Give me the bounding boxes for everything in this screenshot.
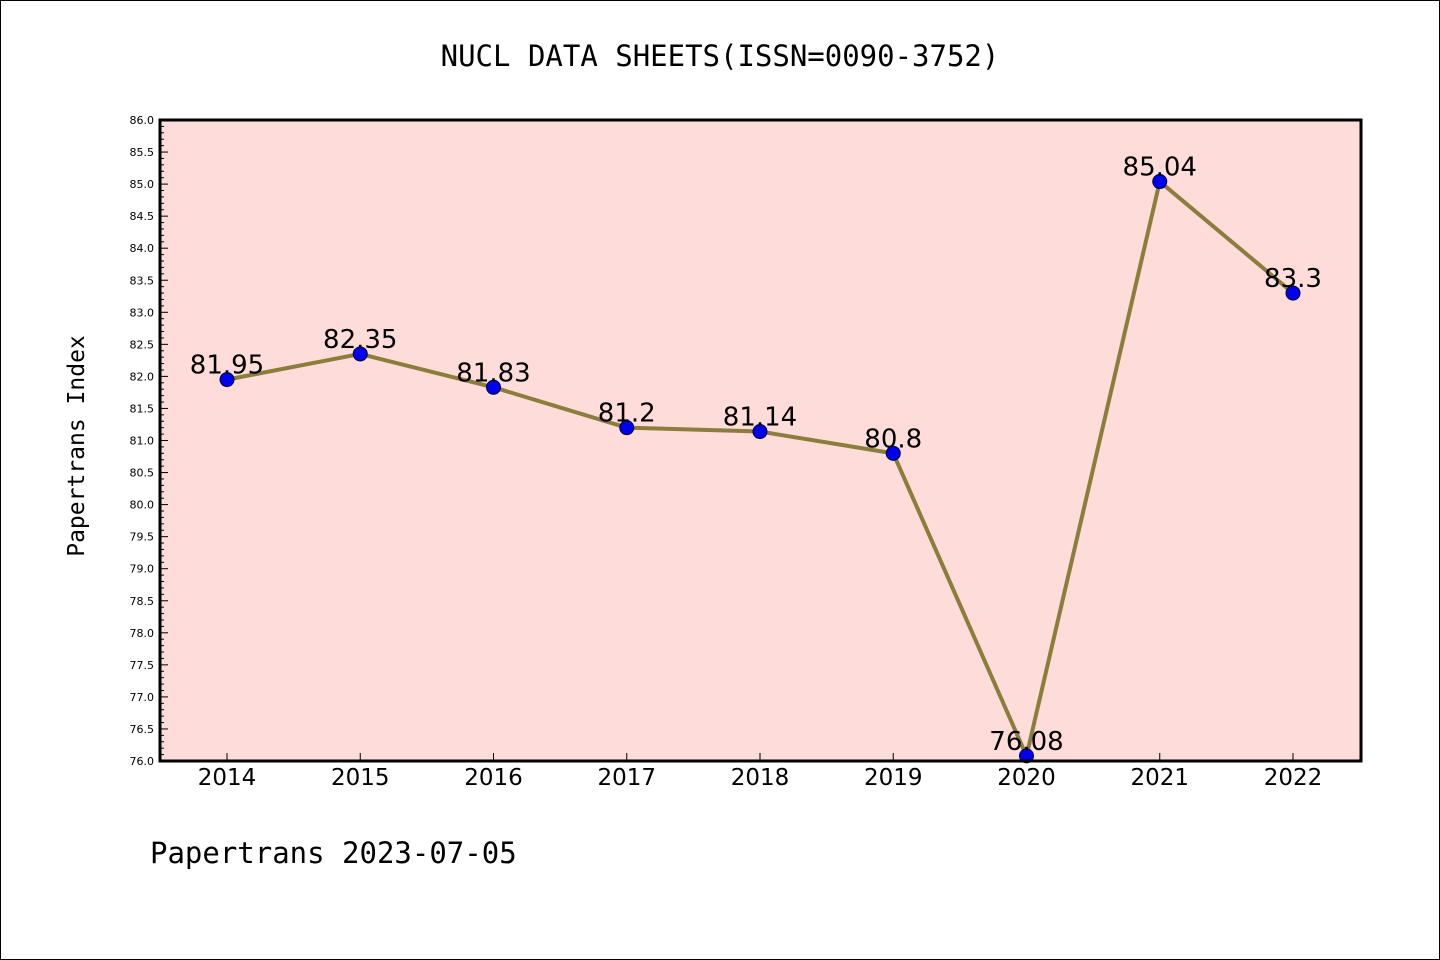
y-tick-label: 80.0: [130, 499, 155, 512]
data-point: [885, 445, 901, 461]
data-label: 81.83: [456, 358, 530, 388]
y-tick-label: 81.0: [130, 435, 155, 448]
y-tick-label: 78.5: [130, 595, 155, 608]
data-label: 76.08: [989, 727, 1063, 757]
y-tick-label: 81.5: [130, 402, 155, 415]
data-label: 81.14: [723, 403, 797, 433]
x-tick-label: 2020: [997, 765, 1056, 791]
x-tick-label: 2022: [1264, 765, 1323, 791]
y-tick-label: 86.0: [130, 114, 155, 127]
data-label: 83.3: [1264, 264, 1322, 294]
data-point: [752, 424, 768, 440]
y-tick-label: 76.0: [130, 755, 155, 768]
x-tick-label: 2021: [1130, 765, 1189, 791]
data-point: [1019, 748, 1034, 764]
y-tick-label: 84.5: [130, 210, 155, 223]
footer-text: Papertrans 2023-07-05: [150, 836, 517, 870]
y-tick-label: 77.0: [130, 691, 155, 704]
y-tick-label: 85.0: [130, 178, 155, 191]
y-tick-label: 83.0: [130, 306, 155, 319]
y-tick-label: 84.0: [130, 242, 155, 255]
x-axis: 2014 2015 2016 2017 2018 2019 2020 2021 2022: [198, 753, 1323, 791]
data-label: 80.8: [864, 424, 922, 454]
data-label: 82.35: [323, 325, 397, 355]
data-label: 81.95: [190, 351, 264, 381]
data-point: [619, 420, 635, 436]
y-tick-label: 85.5: [130, 146, 155, 159]
y-tick-label: 77.5: [130, 659, 155, 672]
data-label: 81.2: [598, 399, 656, 429]
y-tick-label: 80.5: [130, 467, 155, 480]
plot-area: [160, 120, 1361, 761]
x-tick-label: 2017: [597, 765, 656, 791]
chart-title: NUCL DATA SHEETS(ISSN=0090-3752): [441, 39, 1000, 73]
data-point: [352, 346, 368, 362]
y-tick-label: 79.5: [130, 531, 155, 544]
plot-border: [158, 118, 1363, 763]
y-tick-label: 76.5: [130, 723, 155, 736]
data-labels: 81.95 82.35 81.83 81.2 81.14 80.8 76.08 85.04 83…: [190, 153, 1322, 757]
data-point: [486, 379, 501, 395]
y-tick-label: 78.0: [130, 627, 155, 640]
data-point: [1285, 285, 1301, 301]
x-tick-label: 2015: [331, 765, 390, 791]
x-tick-label: 2014: [198, 765, 257, 791]
y-tick-label: 82.0: [130, 370, 155, 383]
y-tick-label: 79.0: [130, 563, 155, 576]
x-tick-label: 2016: [464, 765, 523, 791]
y-axis-label: Papertrans Index: [64, 335, 90, 557]
y-tick-label: 83.5: [130, 274, 155, 287]
series-markers: [219, 174, 1301, 764]
y-axis: 76.0 76.5 77.0 77.5 78.0 78.5 79.0 79.5 80.0 80.5…: [130, 114, 168, 768]
data-point: [219, 372, 235, 388]
x-tick-label: 2019: [864, 765, 923, 791]
data-label: 85.04: [1123, 153, 1197, 183]
x-tick-label: 2018: [731, 765, 790, 791]
y-tick-label: 82.5: [130, 338, 155, 351]
data-point: [1152, 174, 1168, 190]
